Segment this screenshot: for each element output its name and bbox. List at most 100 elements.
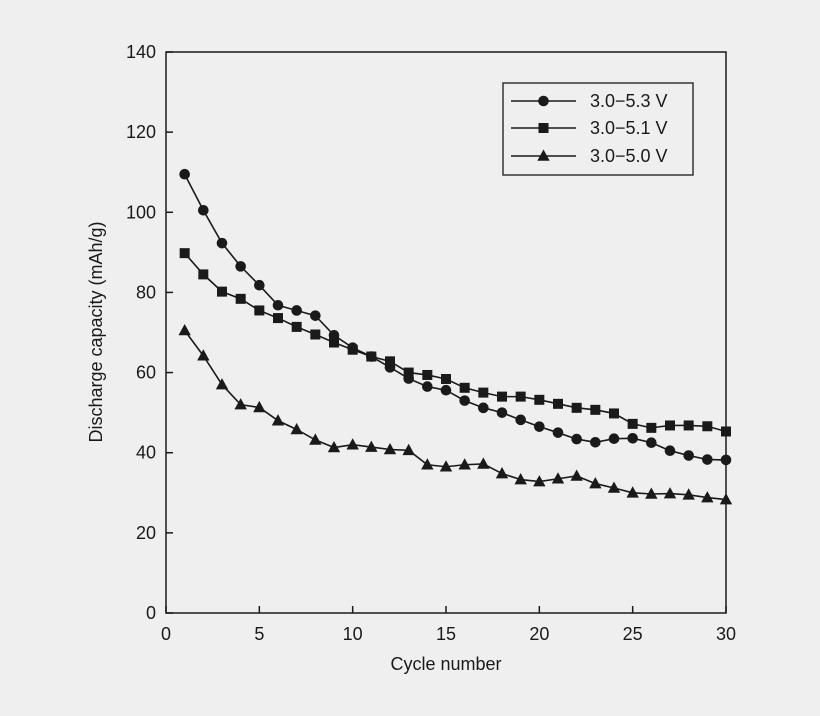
x-tick-label: 25 bbox=[623, 624, 643, 644]
x-tick-label: 10 bbox=[343, 624, 363, 644]
legend-label: 3.0−5.0 V bbox=[590, 146, 668, 166]
series-triangle bbox=[178, 323, 733, 505]
data-point-triangle bbox=[495, 467, 509, 479]
data-point-square bbox=[497, 391, 507, 402]
data-point-circle bbox=[459, 395, 470, 406]
data-point-triangle bbox=[645, 487, 658, 499]
data-point-circle bbox=[571, 433, 582, 445]
data-point-square bbox=[441, 373, 451, 384]
data-point-triangle bbox=[551, 472, 565, 484]
data-point-square bbox=[553, 398, 563, 409]
legend-item: 3.0−5.0 V bbox=[511, 146, 668, 166]
data-point-square bbox=[515, 391, 526, 402]
data-point-circle bbox=[440, 384, 452, 396]
data-point-circle bbox=[422, 381, 433, 392]
data-point-circle bbox=[291, 305, 302, 316]
data-point-triangle bbox=[346, 438, 359, 450]
data-point-circle bbox=[310, 310, 321, 321]
data-point-triangle bbox=[607, 481, 621, 493]
data-point-circle bbox=[552, 427, 564, 438]
data-point-triangle bbox=[514, 473, 527, 485]
data-point-circle bbox=[496, 407, 508, 418]
series-line bbox=[184, 330, 727, 501]
data-point-triangle bbox=[458, 458, 471, 470]
legend-label: 3.0−5.1 V bbox=[590, 118, 668, 138]
data-point-circle bbox=[608, 433, 620, 444]
data-point-circle bbox=[646, 437, 657, 448]
data-point-triangle bbox=[421, 458, 434, 470]
y-tick-label: 20 bbox=[136, 523, 156, 543]
data-point-square bbox=[702, 421, 713, 432]
y-tick-label: 60 bbox=[136, 363, 156, 383]
data-point-circle bbox=[515, 414, 526, 426]
data-point-circle bbox=[179, 168, 190, 180]
data-point-circle bbox=[198, 204, 209, 216]
data-point-square bbox=[291, 321, 302, 332]
data-point-circle bbox=[534, 421, 545, 432]
data-point-triangle bbox=[682, 488, 695, 500]
legend-box bbox=[502, 82, 694, 176]
data-point-square bbox=[347, 344, 358, 355]
data-point-triangle bbox=[178, 323, 191, 336]
data-point-circle bbox=[627, 432, 638, 444]
data-point-triangle bbox=[719, 493, 733, 505]
data-point-triangle bbox=[589, 477, 602, 489]
data-point-circle bbox=[720, 454, 732, 466]
data-point-square bbox=[198, 269, 209, 280]
data-point-circle bbox=[254, 279, 265, 291]
y-tick-label: 120 bbox=[126, 122, 156, 142]
data-point-triangle bbox=[215, 378, 229, 390]
data-point-square bbox=[590, 404, 601, 415]
data-point-square bbox=[459, 382, 470, 393]
data-point-square bbox=[310, 329, 321, 340]
data-point-triangle bbox=[402, 443, 415, 456]
legend-item: 3.0−5.1 V bbox=[511, 118, 668, 138]
data-point-circle bbox=[664, 445, 676, 457]
legend-label: 3.0−5.3 V bbox=[590, 91, 668, 111]
data-point-triangle bbox=[234, 398, 247, 410]
data-point-square bbox=[683, 420, 694, 431]
data-point-circle bbox=[683, 450, 694, 461]
x-axis-label: Cycle number bbox=[390, 654, 501, 674]
y-axis-label: Discharge capacity (mAh/g) bbox=[86, 221, 106, 442]
data-point-square bbox=[366, 351, 377, 362]
data-point-triangle bbox=[626, 486, 639, 498]
data-point-triangle bbox=[197, 349, 210, 361]
data-point-square bbox=[534, 394, 545, 405]
data-point-square bbox=[235, 293, 246, 304]
series-line bbox=[184, 252, 727, 433]
legend: 3.0−5.3 V 3.0−5.1 V 3.0−5.0 V bbox=[502, 82, 694, 176]
y-tick-label: 40 bbox=[136, 443, 156, 463]
data-point-square bbox=[217, 286, 227, 297]
data-point-square bbox=[273, 313, 283, 324]
data-point-square bbox=[478, 387, 489, 398]
data-point-square bbox=[254, 305, 265, 316]
series-square bbox=[179, 248, 731, 437]
data-point-triangle bbox=[701, 491, 714, 503]
data-point-square bbox=[571, 402, 582, 413]
data-point-square bbox=[609, 408, 619, 419]
data-point-circle bbox=[216, 237, 228, 249]
y-tick-label: 100 bbox=[126, 202, 156, 222]
data-point-triangle bbox=[663, 487, 677, 499]
data-point-square bbox=[179, 248, 190, 259]
data-point-square bbox=[721, 426, 731, 437]
data-point-triangle bbox=[477, 457, 490, 469]
x-tick-label: 30 bbox=[716, 624, 736, 644]
data-point-square bbox=[665, 420, 675, 431]
data-point-circle bbox=[478, 402, 489, 414]
y-axis: 0 20 40 60 80 100 120 140 bbox=[126, 42, 173, 623]
data-point-triangle bbox=[365, 440, 378, 452]
data-point-square bbox=[646, 422, 657, 433]
data-point-square bbox=[403, 367, 414, 378]
data-point-circle bbox=[702, 454, 713, 465]
y-tick-label: 80 bbox=[136, 282, 156, 302]
legend-item: 3.0−5.3 V bbox=[511, 91, 668, 111]
data-point-circle bbox=[235, 261, 246, 272]
legend-marker-circle bbox=[538, 95, 549, 107]
data-point-circle bbox=[590, 436, 601, 448]
data-point-triangle bbox=[533, 475, 546, 487]
data-point-triangle bbox=[271, 414, 285, 426]
data-point-square bbox=[385, 356, 395, 367]
